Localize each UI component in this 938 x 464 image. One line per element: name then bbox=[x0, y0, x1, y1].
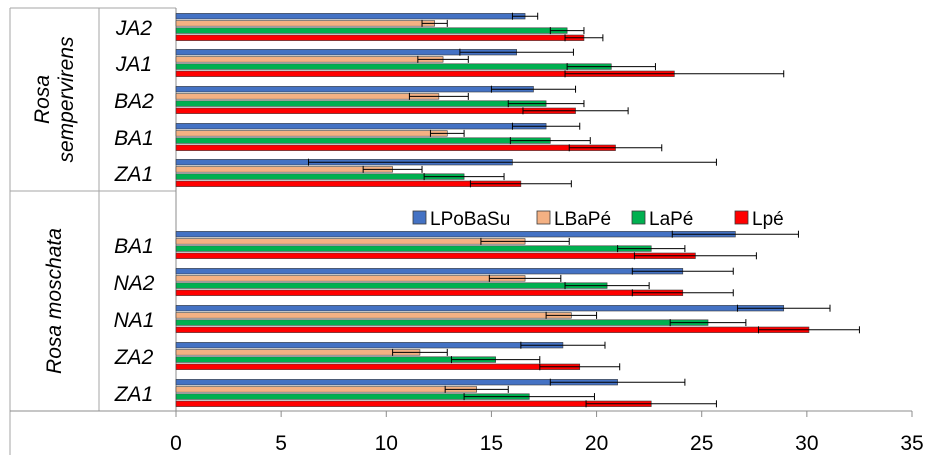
bar-LBaPé bbox=[175, 93, 440, 100]
x-tick-label: 35 bbox=[900, 432, 923, 455]
category-label: JA1 bbox=[115, 53, 152, 76]
x-tick-label: 0 bbox=[170, 432, 182, 455]
x-tick-label: 5 bbox=[275, 432, 287, 455]
bar-LaPé bbox=[175, 173, 465, 180]
category-label: ZA2 bbox=[114, 346, 154, 369]
bar-LPoBaSu bbox=[175, 231, 736, 238]
bar-Lpé bbox=[175, 180, 522, 187]
x-tick-label: 20 bbox=[585, 432, 608, 455]
bar-LPoBaSu bbox=[175, 123, 547, 130]
bar-LPoBaSu bbox=[175, 268, 684, 275]
bar-LPoBaSu bbox=[175, 342, 564, 349]
bar-Lpé bbox=[175, 326, 810, 333]
x-tick-label: 30 bbox=[795, 432, 818, 455]
bar-LaPé bbox=[175, 27, 568, 34]
bar-LBaPé bbox=[175, 20, 435, 27]
bar-LaPé bbox=[175, 319, 709, 326]
bar-LaPé bbox=[175, 100, 547, 107]
group-label: Rosa bbox=[31, 75, 54, 124]
category-label: NA2 bbox=[114, 272, 155, 295]
bar-LaPé bbox=[175, 282, 608, 289]
bar-LaPé bbox=[175, 63, 612, 70]
bar-Lpé bbox=[175, 144, 616, 151]
bar-LBaPé bbox=[175, 56, 444, 63]
legend-label: Lpé bbox=[752, 209, 784, 230]
bar-LBaPé bbox=[175, 386, 478, 393]
bar-Lpé bbox=[175, 363, 581, 370]
bar-LPoBaSu bbox=[175, 86, 534, 93]
legend-label: LBaPé bbox=[554, 209, 611, 230]
legend-swatch bbox=[734, 210, 749, 225]
category-label: NA1 bbox=[114, 309, 155, 332]
bar-LBaPé bbox=[175, 312, 572, 319]
category-label: BA1 bbox=[114, 235, 154, 258]
legend-swatch bbox=[412, 210, 427, 225]
bar-LPoBaSu bbox=[175, 305, 785, 312]
bar-LBaPé bbox=[175, 166, 393, 173]
bar-LBaPé bbox=[175, 349, 421, 356]
legend-label: LaPé bbox=[649, 209, 693, 230]
x-tick-label: 25 bbox=[690, 432, 713, 455]
bar-Lpé bbox=[175, 400, 652, 407]
category-label: ZA1 bbox=[114, 383, 154, 406]
bar-LaPé bbox=[175, 245, 652, 252]
bar-LBaPé bbox=[175, 130, 448, 137]
x-tick-label: 15 bbox=[480, 432, 503, 455]
bar-Lpé bbox=[175, 252, 696, 259]
bar-Lpé bbox=[175, 34, 585, 41]
category-label: BA2 bbox=[114, 90, 154, 113]
bar-Lpé bbox=[175, 289, 684, 296]
group-label: Rosa moschata bbox=[43, 228, 66, 374]
bar-LaPé bbox=[175, 356, 496, 363]
bar-Lpé bbox=[175, 107, 576, 114]
bar-LBaPé bbox=[175, 238, 526, 245]
legend-swatch bbox=[631, 210, 646, 225]
category-label: JA2 bbox=[115, 17, 153, 40]
category-label: BA1 bbox=[114, 127, 154, 150]
legend-label: LPoBaSu bbox=[430, 209, 510, 230]
bar-LPoBaSu bbox=[175, 13, 526, 20]
legend-swatch bbox=[536, 210, 551, 225]
x-tick-label: 10 bbox=[375, 432, 398, 455]
bar-LBaPé bbox=[175, 275, 526, 282]
group-label: sempervirens bbox=[55, 36, 78, 163]
bar-LaPé bbox=[175, 137, 551, 144]
category-label: ZA1 bbox=[114, 163, 154, 186]
